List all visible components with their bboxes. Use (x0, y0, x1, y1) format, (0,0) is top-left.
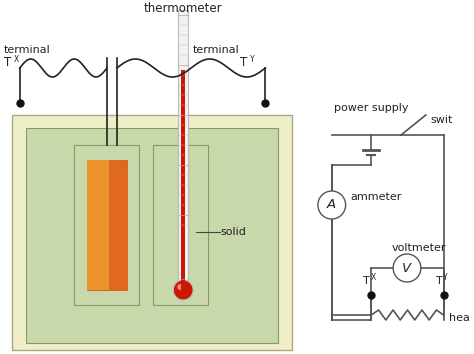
Text: V: V (402, 262, 411, 274)
FancyBboxPatch shape (181, 70, 185, 280)
Text: T: T (4, 57, 11, 69)
Text: power supply: power supply (334, 103, 409, 113)
Text: voltmeter: voltmeter (392, 243, 447, 253)
Text: Y: Y (443, 274, 447, 282)
FancyBboxPatch shape (181, 280, 185, 290)
Text: T: T (240, 57, 247, 69)
FancyBboxPatch shape (87, 160, 127, 290)
Text: thermometer: thermometer (144, 2, 222, 15)
Text: swit: swit (431, 115, 453, 125)
Text: Y: Y (249, 56, 254, 64)
FancyBboxPatch shape (26, 128, 278, 343)
Circle shape (177, 284, 183, 290)
FancyBboxPatch shape (154, 145, 208, 305)
Text: terminal: terminal (4, 45, 51, 55)
Text: terminal: terminal (193, 45, 240, 55)
Text: solid: solid (221, 227, 246, 237)
Circle shape (393, 254, 421, 282)
Text: T: T (364, 276, 370, 286)
FancyBboxPatch shape (12, 115, 292, 350)
FancyBboxPatch shape (178, 10, 188, 280)
Text: X: X (370, 274, 375, 282)
Circle shape (318, 191, 346, 219)
Text: ammeter: ammeter (351, 192, 402, 202)
FancyBboxPatch shape (87, 160, 109, 290)
Text: X: X (14, 56, 19, 64)
Text: T: T (436, 276, 443, 286)
Text: hea: hea (448, 313, 469, 323)
Circle shape (173, 280, 193, 300)
FancyBboxPatch shape (74, 145, 138, 305)
Text: A: A (327, 199, 337, 211)
